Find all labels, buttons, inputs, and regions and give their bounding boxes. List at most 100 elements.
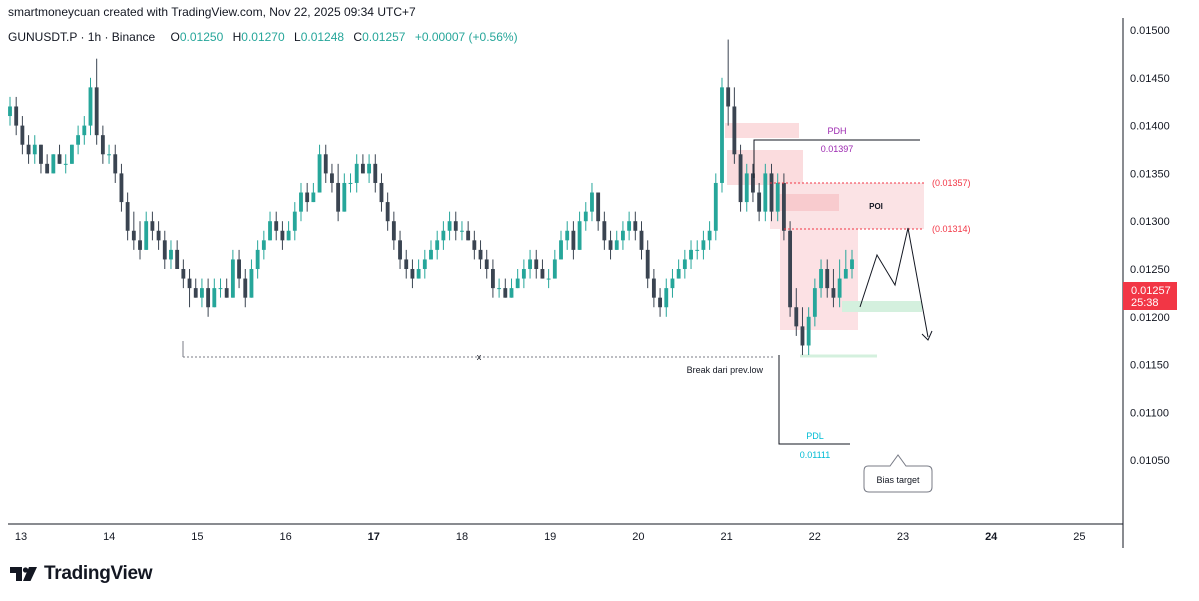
candle[interactable] [720,77,724,193]
candle[interactable] [521,259,526,289]
candle[interactable] [608,230,613,260]
candle[interactable] [88,77,93,136]
candle[interactable] [757,182,762,222]
candle[interactable] [658,288,662,317]
candle[interactable] [497,278,502,298]
candle[interactable] [732,87,737,164]
candle[interactable] [32,135,37,164]
candle[interactable] [360,154,365,174]
candle[interactable] [850,249,854,279]
candle[interactable] [150,211,155,241]
candle[interactable] [69,144,74,164]
candle[interactable] [169,240,173,269]
candle[interactable] [583,202,588,231]
candle[interactable] [243,269,248,308]
candle[interactable] [354,154,359,193]
candle[interactable] [769,163,774,222]
candle[interactable] [843,249,848,279]
candle[interactable] [738,144,743,212]
candle[interactable] [20,116,25,155]
candle[interactable] [695,240,700,260]
candle[interactable] [119,163,124,212]
candle[interactable] [342,173,347,212]
candle[interactable] [187,269,192,308]
candle[interactable] [751,163,755,203]
candle[interactable] [503,278,508,298]
candle[interactable] [509,278,514,298]
candle[interactable] [57,144,62,164]
candle[interactable] [701,230,706,260]
candle[interactable] [373,154,378,193]
candle[interactable] [794,288,799,336]
candle[interactable] [404,249,409,279]
candle[interactable] [162,230,167,269]
time-axis[interactable]: 13 14 15 16 17 18 19 20 21 22 23 24 25 [15,531,1086,543]
candle[interactable] [8,96,12,126]
candle[interactable] [429,240,433,260]
candle[interactable] [602,211,607,250]
candle[interactable] [831,269,836,308]
candle[interactable] [614,230,619,250]
candle[interactable] [577,211,582,250]
candle[interactable] [571,221,576,260]
candle[interactable] [478,240,483,269]
candle[interactable] [682,249,687,279]
candle[interactable] [125,192,130,241]
candle[interactable] [138,221,142,260]
candle[interactable] [552,249,557,279]
candle[interactable] [490,259,495,298]
price-axis[interactable]: 0.01500 0.01450 0.01400 0.01350 0.01300 0.012… [1130,25,1170,467]
candle[interactable] [689,240,693,269]
candle[interactable] [274,211,279,241]
candle[interactable] [175,240,180,269]
candle[interactable] [391,211,396,250]
candle[interactable] [812,278,817,327]
demand-zone[interactable] [842,301,922,312]
candle[interactable] [627,211,632,241]
candle[interactable] [484,249,489,279]
candle[interactable] [416,259,421,279]
candle[interactable] [218,278,223,298]
pdh-line[interactable] [753,139,920,178]
candle[interactable] [707,221,712,250]
candle[interactable] [422,249,427,279]
candle[interactable] [280,221,285,250]
candle[interactable] [546,269,551,289]
candle[interactable] [156,221,161,250]
candle[interactable] [398,230,402,269]
candle[interactable] [336,163,341,222]
candle[interactable] [460,221,464,241]
candle[interactable] [540,259,545,279]
candle[interactable] [26,135,31,164]
candle[interactable] [435,230,440,260]
candle[interactable] [249,259,254,298]
candle[interactable] [206,278,211,317]
candle[interactable] [14,96,19,136]
candle[interactable] [193,278,198,298]
candle[interactable] [466,221,471,241]
candle[interactable] [621,221,625,250]
candle[interactable] [590,182,594,222]
pdl-line[interactable] [778,355,850,445]
candle[interactable] [806,307,811,356]
candle[interactable] [107,144,111,164]
candle[interactable] [379,173,384,212]
candle[interactable] [651,269,656,308]
candle[interactable] [534,249,539,279]
candle[interactable] [410,259,415,289]
candle[interactable] [181,259,186,289]
candle[interactable] [788,221,793,317]
candle[interactable] [447,211,452,241]
candle[interactable] [323,144,328,183]
candle[interactable] [113,144,118,183]
candle[interactable] [39,144,43,174]
candle[interactable] [825,259,830,298]
candle[interactable] [82,116,87,145]
candle[interactable] [453,211,458,241]
candle[interactable] [94,58,99,145]
candle[interactable] [726,39,731,126]
candle[interactable] [131,211,136,250]
candle[interactable] [348,173,353,193]
candle[interactable] [763,163,768,222]
candle[interactable] [144,211,149,250]
